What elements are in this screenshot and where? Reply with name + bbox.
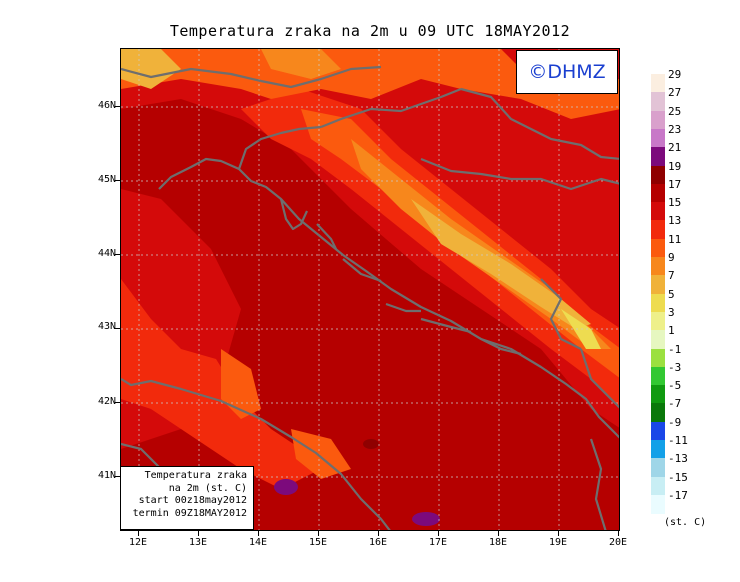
colorbar-segment xyxy=(651,385,665,404)
lat-tick xyxy=(115,106,120,107)
colorbar-segment xyxy=(651,110,665,130)
lon-label-16e: 16E xyxy=(368,537,388,548)
colorbar-segment xyxy=(651,476,665,496)
colorbar-segment xyxy=(651,202,665,221)
colorbar-segment xyxy=(651,275,665,295)
lon-tick xyxy=(318,531,319,536)
lon-tick xyxy=(378,531,379,536)
colorbar-segment xyxy=(651,403,665,423)
colorbar-segment xyxy=(651,293,665,313)
colorbar-segment xyxy=(651,183,665,203)
lon-tick xyxy=(498,531,499,536)
colorbar-level-label: 9 xyxy=(668,251,675,264)
lon-label-15e: 15E xyxy=(308,537,328,548)
colorbar-level-label: -5 xyxy=(668,379,682,393)
colorbar-level-label: -17 xyxy=(668,488,688,502)
lat-label-44n: 44N xyxy=(97,248,116,259)
lat-tick xyxy=(115,476,120,477)
colorbar-level-label: 23 xyxy=(668,122,682,136)
lon-label-20e: 20E xyxy=(608,537,628,548)
lon-tick xyxy=(558,531,559,536)
lat-tick xyxy=(115,254,120,255)
colorbar-level-label: 29 xyxy=(668,68,682,81)
colorbar-level-label: 15 xyxy=(668,196,682,210)
info-line-termin: termin 09Z18MAY2012 xyxy=(132,507,247,519)
info-line-unit: na 2m (st. C) xyxy=(168,482,247,494)
forecast-info-box: Temperatura zraka na 2m (st. C) start 00… xyxy=(120,466,254,530)
colorbar-segment xyxy=(651,147,665,166)
colorbar-level-label: -9 xyxy=(668,415,682,429)
lat-label-46n: 46N xyxy=(97,100,116,111)
temperature-colorbar xyxy=(651,74,665,514)
colorbar-level-label: 5 xyxy=(668,287,675,301)
lon-label-19e: 19E xyxy=(548,537,568,548)
colorbar-segment xyxy=(651,220,665,240)
colorbar-unit: (st. C) xyxy=(664,517,707,528)
colorbar-level-label: 25 xyxy=(668,104,682,118)
info-line-start: start 00z18may2012 xyxy=(138,495,247,506)
colorbar-segment xyxy=(651,421,665,441)
lat-label-42n: 42N xyxy=(97,396,116,407)
lon-label-18e: 18E xyxy=(488,537,508,548)
lat-label-41n: 41N xyxy=(97,470,116,481)
temperature-field xyxy=(121,49,619,530)
colorbar-level-label: 17 xyxy=(668,177,682,191)
colorbar-segment xyxy=(651,257,665,276)
lon-tick xyxy=(618,531,619,536)
colorbar-level-label: -3 xyxy=(668,360,682,374)
lon-label-17e: 17E xyxy=(428,537,448,548)
lon-tick xyxy=(258,531,259,536)
colorbar-level-label: 1 xyxy=(668,324,675,338)
colorbar-level-label: -11 xyxy=(668,434,688,447)
colorbar-segment xyxy=(651,92,665,112)
colorbar-level-label: -15 xyxy=(668,470,688,484)
colorbar-segment xyxy=(651,74,665,93)
colorbar-segment xyxy=(651,330,665,349)
lon-label-14e: 14E xyxy=(248,537,268,548)
colorbar-level-label: 19 xyxy=(668,159,682,173)
lat-tick xyxy=(115,180,120,181)
colorbar-level-label: 3 xyxy=(668,305,675,319)
lon-tick xyxy=(138,531,139,536)
colorbar-segment xyxy=(651,128,665,148)
lon-label-13e: 13E xyxy=(188,537,208,548)
colorbar-level-label: 21 xyxy=(668,141,682,155)
map-title: Temperatura zraka na 2m u 09 UTC 18MAY20… xyxy=(169,22,571,40)
colorbar-segment xyxy=(651,458,665,478)
colorbar-segment xyxy=(651,494,665,514)
lat-tick xyxy=(115,328,120,329)
info-line-variable: Temperatura zraka xyxy=(144,470,247,481)
colorbar-segment xyxy=(651,165,665,185)
colorbar-segment xyxy=(651,440,665,459)
colorbar-level-label: -1 xyxy=(668,342,682,356)
temperature-map xyxy=(120,48,620,531)
dhmz-copyright-badge: ©DHMZ xyxy=(516,50,618,94)
lon-tick xyxy=(198,531,199,536)
lon-tick xyxy=(438,531,439,536)
lat-label-43n: 43N xyxy=(97,321,116,332)
colorbar-level-label: -13 xyxy=(668,452,688,466)
lat-tick xyxy=(115,402,120,403)
lon-label-12e: 12E xyxy=(128,537,148,548)
colorbar-segment xyxy=(651,348,665,368)
colorbar-level-label: 11 xyxy=(668,232,682,246)
lat-label-45n: 45N xyxy=(97,174,116,185)
colorbar-level-label: 7 xyxy=(668,269,675,283)
colorbar-level-label: 27 xyxy=(668,86,682,100)
colorbar-level-label: 13 xyxy=(668,214,682,228)
colorbar-level-label: -7 xyxy=(668,397,682,411)
colorbar-segment xyxy=(651,366,665,386)
colorbar-segment xyxy=(651,311,665,331)
colorbar-segment xyxy=(651,238,665,258)
